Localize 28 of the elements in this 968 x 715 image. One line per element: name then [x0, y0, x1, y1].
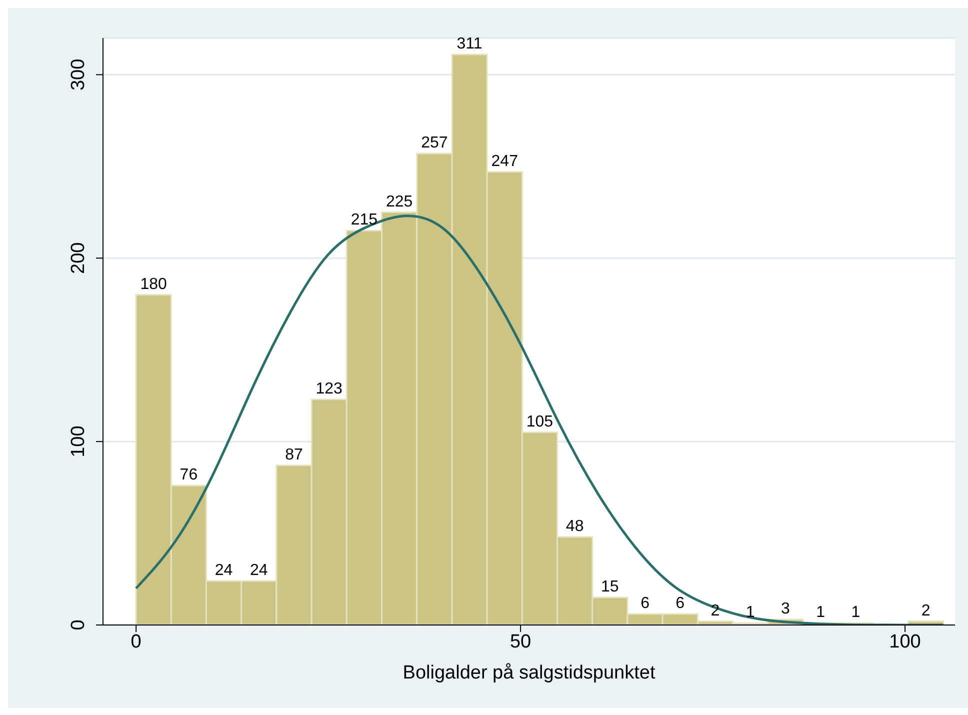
data-label: 24	[250, 562, 268, 579]
y-tick-label: 0	[68, 620, 89, 630]
data-label: 2	[921, 602, 930, 620]
x-tick-label: 100	[889, 631, 921, 652]
data-label: 1	[816, 604, 826, 622]
data-label: 225	[386, 193, 413, 210]
data-label: 76	[180, 466, 198, 484]
x-tick-label: 50	[510, 631, 532, 652]
data-label: 247	[491, 152, 518, 170]
data-label: 87	[285, 446, 304, 464]
data-label: 48	[566, 518, 584, 535]
data-label: 6	[640, 594, 650, 612]
data-label: 1	[851, 604, 860, 622]
y-tick-label: 300	[68, 58, 89, 91]
x-tick-label: 0	[130, 631, 142, 652]
data-label: 24	[214, 562, 233, 579]
data-label: 257	[421, 134, 448, 152]
x-axis-title: Boligalder på salgstidspunktet	[402, 662, 656, 684]
data-label: 311	[456, 36, 482, 53]
y-tick-label: 100	[68, 426, 89, 458]
data-label: 3	[780, 600, 790, 618]
data-label: 215	[350, 212, 378, 229]
data-label: 180	[140, 276, 168, 293]
data-label: 105	[526, 413, 554, 430]
data-label: 123	[316, 380, 343, 398]
data-label: 15	[601, 578, 619, 596]
data-label: 6	[676, 594, 685, 612]
y-tick-label: 200	[68, 242, 89, 274]
